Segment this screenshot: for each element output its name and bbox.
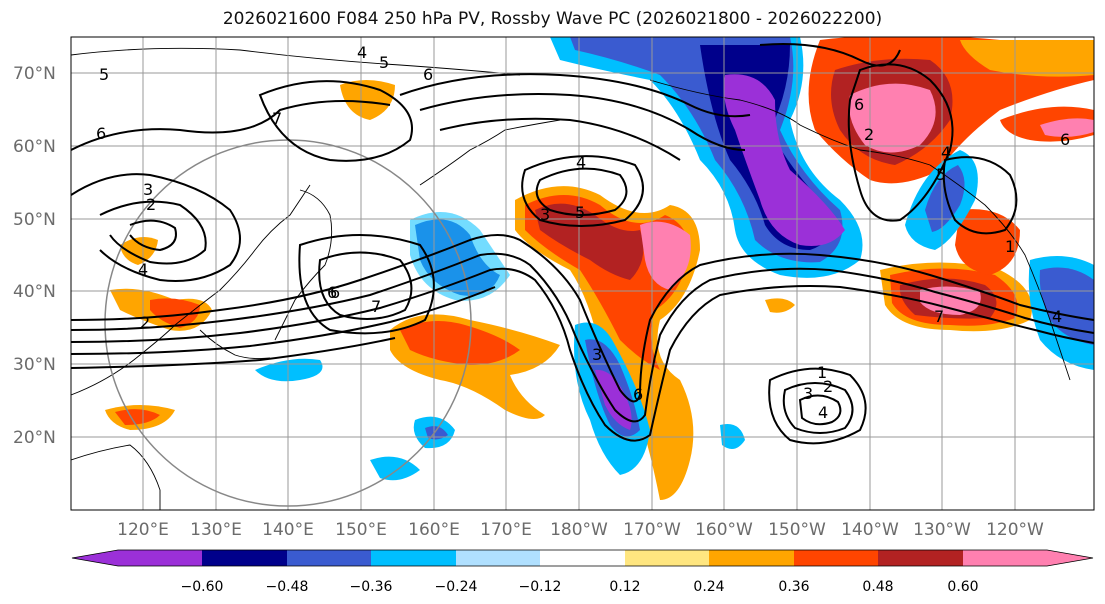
map-panel: 5 4 5 6 6 7 3 2 4 2 6 6 7 4 5 3 3 6 1 2 … bbox=[71, 37, 1094, 510]
colorbar-ticks: −0.60 −0.48 −0.36 −0.24 −0.12 0.12 0.24 … bbox=[181, 579, 979, 595]
colorbar-segment bbox=[878, 550, 963, 566]
colorbar-segment bbox=[287, 550, 371, 566]
lat-label: 20°N bbox=[13, 428, 56, 448]
colorbar-segment bbox=[371, 550, 456, 566]
colorbar: −0.60 −0.48 −0.36 −0.24 −0.12 0.12 0.24 … bbox=[71, 549, 1094, 595]
contour-labels: 5 4 5 6 6 7 3 2 4 2 6 6 7 4 5 3 3 6 1 2 … bbox=[96, 43, 1070, 422]
colorbar-tick: 0.60 bbox=[947, 579, 978, 595]
contour-label: 5 bbox=[99, 65, 109, 84]
contour-label: 1 bbox=[817, 363, 827, 382]
contour-label: 3 bbox=[143, 180, 153, 199]
colorbar-tick: 0.48 bbox=[862, 579, 893, 595]
contour-label: 4 bbox=[1052, 307, 1062, 326]
colorbar-tick: −0.12 bbox=[519, 579, 562, 595]
map-frame bbox=[70, 36, 1095, 511]
contour-label: 4 bbox=[818, 403, 828, 422]
lon-label: 120°E bbox=[117, 520, 169, 540]
lon-label: 130°E bbox=[190, 520, 242, 540]
colorbar-segments bbox=[71, 549, 1094, 567]
contour-label: 2 bbox=[823, 377, 833, 396]
colorbar-segment bbox=[625, 550, 709, 566]
contour-label: 5 bbox=[379, 53, 389, 72]
lat-label: 30°N bbox=[13, 355, 56, 375]
lat-label: 60°N bbox=[13, 137, 56, 157]
lon-label: 140°E bbox=[262, 520, 314, 540]
contour-label: 5 bbox=[936, 165, 946, 184]
colorbar-segment bbox=[963, 550, 1093, 566]
colorbar-outline bbox=[71, 549, 1094, 567]
contour-label: 5 bbox=[575, 203, 585, 222]
lon-label: 170°E bbox=[480, 520, 532, 540]
colorbar-tick: −0.48 bbox=[266, 579, 309, 595]
lat-label: 50°N bbox=[13, 210, 56, 230]
colorbar-segment bbox=[456, 550, 540, 566]
latitude-labels: 70°N 60°N 50°N 40°N 30°N 20°N bbox=[13, 64, 56, 448]
lon-label: 120°W bbox=[986, 520, 1044, 540]
lon-label: 180°W bbox=[550, 520, 608, 540]
contour-label: 6 bbox=[423, 65, 433, 84]
contour-label: 7 bbox=[934, 307, 944, 326]
contour-label: 7 bbox=[272, 109, 282, 128]
colorbar-tick: −0.60 bbox=[181, 579, 224, 595]
lon-label: 160°E bbox=[408, 520, 460, 540]
colorbar-tick: −0.36 bbox=[350, 579, 393, 595]
lat-label: 70°N bbox=[13, 64, 56, 84]
contour-label: 6 bbox=[96, 124, 106, 143]
map-title: 2026021600 F084 250 hPa PV, Rossby Wave … bbox=[222, 9, 883, 29]
lat-label: 40°N bbox=[13, 282, 56, 302]
contour-label: 4 bbox=[138, 260, 148, 279]
colorbar-tick: −0.24 bbox=[435, 579, 478, 595]
lon-label: 150°E bbox=[335, 520, 387, 540]
contour-label: 7 bbox=[371, 297, 381, 316]
colorbar-segment bbox=[72, 550, 202, 566]
coastlines bbox=[71, 47, 1071, 510]
contour-label: 2 bbox=[864, 125, 874, 144]
colorbar-tick: 0.36 bbox=[778, 579, 809, 595]
lon-label: 160°W bbox=[695, 520, 753, 540]
contour-label: 2 bbox=[146, 195, 156, 214]
contour-label: 2 bbox=[140, 313, 150, 332]
contour-label: 4 bbox=[357, 43, 367, 62]
pv-contours bbox=[71, 43, 1094, 445]
contour-label: 6 bbox=[854, 95, 864, 114]
lon-label: 170°W bbox=[623, 520, 681, 540]
lon-label: 130°W bbox=[913, 520, 971, 540]
contour-label: 6 bbox=[633, 385, 643, 404]
colorbar-tick: 0.12 bbox=[609, 579, 640, 595]
longitude-labels: 120°E 130°E 140°E 150°E 160°E 170°E 180°… bbox=[117, 520, 1044, 540]
contour-label: 3 bbox=[803, 384, 813, 403]
contour-label: 4 bbox=[941, 143, 951, 162]
lon-label: 140°W bbox=[841, 520, 899, 540]
contour-label: 4 bbox=[576, 153, 586, 172]
colorbar-segment bbox=[709, 550, 794, 566]
colorbar-segment bbox=[540, 550, 625, 566]
contour-label: 3 bbox=[592, 345, 602, 364]
contour-label: 3 bbox=[540, 205, 550, 224]
contour-label: 6 bbox=[1060, 130, 1070, 149]
graticule bbox=[71, 37, 1094, 510]
colorbar-tick: 0.24 bbox=[693, 579, 724, 595]
colorbar-segment bbox=[202, 550, 287, 566]
colorbar-segment bbox=[794, 550, 878, 566]
contour-label: 1 bbox=[1005, 237, 1015, 256]
lon-label: 150°W bbox=[768, 520, 826, 540]
contour-label: 6 bbox=[327, 283, 337, 302]
contour-label: 6 bbox=[330, 283, 340, 302]
